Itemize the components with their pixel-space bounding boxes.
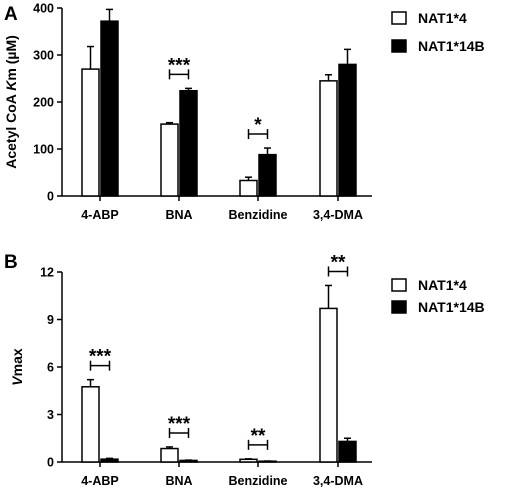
bar — [338, 440, 357, 463]
panel-a: A 0 100 200 300 400 Acetyl CoA Km (µM) 4-ABP BNA… — [3, 2, 485, 223]
y-tick-label: 3 — [47, 408, 54, 422]
x-tick-label: Benzidine — [228, 208, 287, 222]
x-tick-label: 3,4-DMA — [313, 208, 363, 222]
legend-label: NAT1*14B — [418, 38, 485, 54]
bar — [258, 153, 277, 197]
bar — [239, 458, 258, 463]
significance-stars: ** — [251, 426, 266, 447]
legend-swatch — [391, 300, 407, 314]
y-axis-title-italic: V — [9, 375, 25, 386]
significance-stars: *** — [168, 55, 191, 76]
y-tick-label: 0 — [47, 190, 54, 204]
panel-label: B — [4, 252, 18, 273]
y-tick-label: 300 — [33, 49, 54, 63]
y-axis-title: Acetyl CoA Km (µM) — [3, 35, 19, 169]
bar — [319, 80, 338, 197]
significance-stars: * — [254, 115, 262, 136]
bar — [100, 458, 119, 463]
bar — [81, 386, 100, 463]
y-axis-title-part: m (µM) — [3, 35, 19, 80]
x-tick-label: BNA — [165, 474, 192, 488]
bar — [239, 179, 258, 197]
panel-label: A — [4, 4, 18, 25]
y-tick-label: 0 — [47, 456, 54, 470]
bar — [160, 447, 179, 463]
x-tick-label: Benzidine — [228, 474, 287, 488]
significance-stars: ** — [331, 252, 346, 273]
legend-label: NAT1*14B — [418, 299, 485, 315]
significance-stars: *** — [89, 347, 112, 368]
y-tick-label: 100 — [33, 143, 54, 157]
y-axis-title-part: Acetyl CoA — [3, 91, 19, 169]
y-axis-title-part: max — [9, 348, 25, 376]
y-tick-label: 6 — [47, 361, 54, 375]
x-tick-label: 3,4-DMA — [313, 474, 363, 488]
legend-swatch — [391, 39, 407, 53]
bar — [81, 68, 100, 197]
y-tick-label: 12 — [40, 266, 54, 280]
bar — [338, 63, 357, 197]
legend-swatch — [391, 278, 407, 292]
x-tick-label: 4-ABP — [81, 208, 119, 222]
legend-swatch — [391, 11, 407, 25]
bar — [100, 20, 119, 197]
legend-label: NAT1*4 — [418, 277, 467, 293]
y-tick-label: 400 — [33, 2, 54, 16]
y-axis-title-italic: K — [3, 80, 19, 91]
y-tick-label: 9 — [47, 313, 54, 327]
y-tick-label: 200 — [33, 96, 54, 110]
y-axis-title: Vmax — [9, 348, 25, 386]
x-tick-label: BNA — [165, 208, 192, 222]
legend-label: NAT1*4 — [418, 10, 467, 26]
significance-stars: *** — [168, 414, 191, 435]
bar — [319, 307, 338, 463]
x-tick-label: 4-ABP — [81, 474, 119, 488]
bar — [160, 123, 179, 197]
bar — [179, 89, 198, 197]
